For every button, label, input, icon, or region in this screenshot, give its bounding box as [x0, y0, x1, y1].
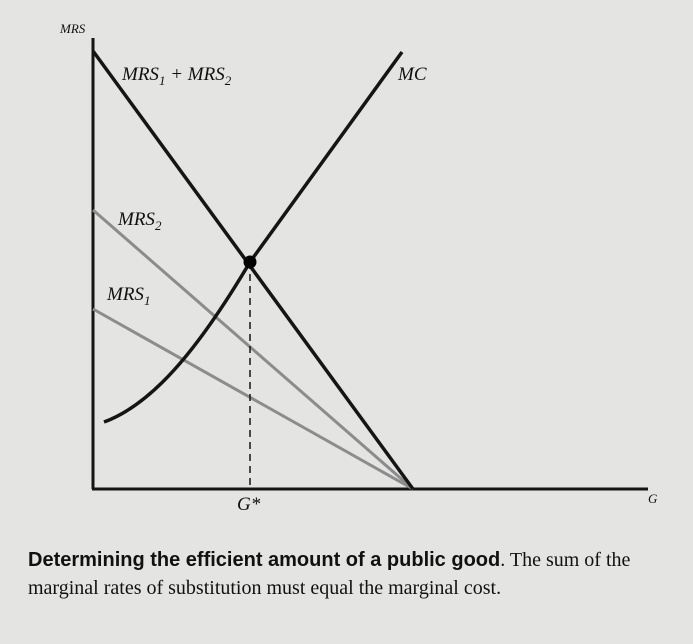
mrs-sum-label: MRS1 + MRS2 — [121, 64, 232, 88]
mrs1-label: MRS1 — [106, 284, 150, 308]
mrs2-label: MRS2 — [117, 209, 162, 233]
mc-curve — [103, 50, 404, 424]
mrs2-line — [92, 208, 414, 491]
caption-title: Determining the efficient amount of a pu… — [28, 549, 501, 571]
x-axis-label: G — [648, 491, 658, 506]
public-good-diagram: MRS G MRS1 + MRS2 MRS2 MRS1 MC G* — [59, 21, 658, 515]
mrs1-line — [92, 307, 414, 491]
figure-caption: Determining the efficient amount of a pu… — [28, 546, 676, 602]
y-axis-label: MRS — [59, 21, 86, 36]
equilibrium-point — [243, 255, 257, 269]
gstar-label: G* — [237, 494, 261, 515]
mc-label: MC — [397, 64, 427, 85]
caption-text: . The sum of the marginal rates of subst… — [28, 549, 631, 599]
mrs-sum-line — [91, 49, 415, 491]
